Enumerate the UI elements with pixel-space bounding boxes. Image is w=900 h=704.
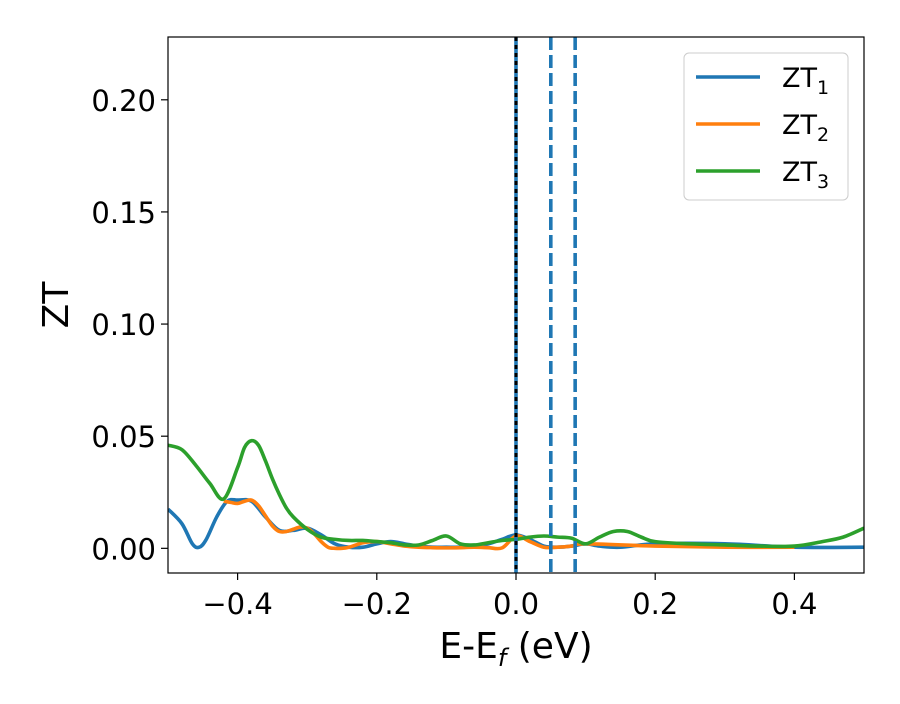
legend: ZT1 ZT2 ZT3	[683, 52, 849, 201]
y-tick-label: 0.05	[91, 420, 156, 454]
x-tick-label: 0.4	[771, 587, 817, 621]
series-line-zt2	[223, 498, 795, 551]
y-tick-label: 0.00	[91, 532, 156, 566]
y-tick-label: 0.15	[91, 196, 156, 230]
y-tick-label: 0.20	[91, 84, 156, 118]
x-axis-title: E-Ef (eV)	[439, 626, 592, 672]
vertical-lines-layer	[514, 37, 577, 573]
legend-entries: ZT1 ZT2 ZT3	[696, 63, 829, 193]
legend-label-zt2: ZT2	[782, 110, 829, 146]
y-tick-label: 0.10	[91, 308, 156, 342]
y-axis-ticks: 0.00 0.05 0.10 0.15 0.20	[91, 84, 168, 566]
series-line-zt3	[168, 438, 864, 549]
x-tick-label: −0.2	[342, 587, 412, 621]
y-axis-title: ZT	[36, 281, 77, 329]
legend-label-zt1: ZT1	[782, 63, 829, 99]
series-layer	[168, 438, 864, 551]
legend-box	[683, 52, 849, 201]
x-tick-label: 0.2	[632, 587, 678, 621]
x-tick-label: 0.0	[493, 587, 539, 621]
x-tick-label: −0.4	[202, 587, 272, 621]
x-axis-ticks: −0.4 −0.2 0.0 0.2 0.4	[202, 573, 817, 621]
legend-label-zt3: ZT3	[782, 157, 829, 193]
